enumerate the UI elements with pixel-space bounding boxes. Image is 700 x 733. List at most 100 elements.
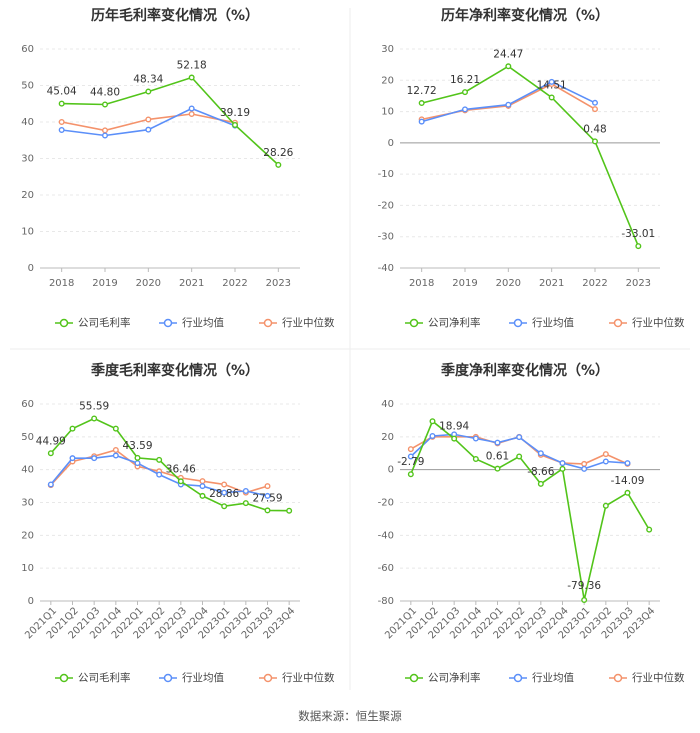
- data-point: [559, 460, 566, 467]
- legend-swatch-marker: [59, 673, 69, 683]
- data-point: [264, 483, 271, 490]
- data-point: [199, 478, 206, 485]
- data-point: [145, 126, 152, 133]
- data-point: [91, 415, 98, 422]
- legend-swatch-marker: [59, 318, 69, 328]
- data-label: 18.94: [439, 421, 469, 433]
- data-label: 55.59: [79, 400, 109, 412]
- data-label: 0.48: [583, 123, 606, 135]
- x-tick-label: 2019: [452, 278, 477, 289]
- legend-label: 行业均值: [182, 316, 224, 329]
- data-label: 43.59: [122, 440, 152, 452]
- data-point: [581, 460, 588, 467]
- y-tick-label: 20: [381, 75, 394, 86]
- data-point: [199, 483, 206, 490]
- data-point: [264, 492, 271, 499]
- legend-label: 行业均值: [532, 316, 574, 329]
- legend-swatch-marker: [613, 318, 623, 328]
- data-point: [462, 106, 469, 113]
- data-point: [177, 478, 184, 485]
- data-point: [47, 450, 54, 457]
- y-tick-label: -80: [378, 596, 394, 607]
- x-tick-label: 2021: [179, 278, 204, 289]
- data-point: [69, 425, 76, 432]
- data-point: [505, 63, 512, 70]
- legend-item-industry-median: 行业中位数: [259, 671, 335, 684]
- legend-swatch-marker: [409, 318, 419, 328]
- chart-title: 季度毛利率变化情况（%）: [90, 362, 259, 379]
- x-tick-label: 2020: [136, 278, 161, 289]
- data-point: [156, 471, 163, 478]
- data-point: [451, 435, 458, 442]
- data-point: [264, 507, 271, 514]
- data-point: [134, 454, 141, 461]
- data-point: [548, 78, 555, 85]
- data-point: [112, 446, 119, 453]
- data-point: [145, 116, 152, 123]
- y-tick-label: -40: [378, 263, 394, 274]
- data-label: -33.01: [621, 228, 655, 240]
- y-tick-label: 30: [21, 498, 34, 509]
- data-point: [407, 453, 414, 460]
- y-tick-label: 60: [21, 44, 34, 55]
- data-label: 45.04: [47, 86, 77, 98]
- y-tick-label: 50: [21, 81, 34, 92]
- data-point: [145, 88, 152, 95]
- y-tick-label: -20: [378, 498, 394, 509]
- data-point: [548, 94, 555, 101]
- y-tick-label: -30: [378, 232, 394, 243]
- data-point: [429, 433, 436, 440]
- data-point: [156, 456, 163, 463]
- legend-label: 行业中位数: [282, 671, 335, 684]
- data-point: [275, 161, 282, 168]
- data-label: 12.72: [407, 85, 437, 97]
- data-label: 44.99: [36, 435, 66, 447]
- y-tick-label: 40: [21, 117, 34, 128]
- data-point: [58, 100, 65, 107]
- legend-label: 行业中位数: [632, 671, 685, 684]
- x-tick-label: 2018: [49, 278, 74, 289]
- data-point: [505, 101, 512, 108]
- data-point: [188, 105, 195, 112]
- data-point: [602, 458, 609, 465]
- data-point: [231, 121, 238, 128]
- legend-label: 公司毛利率: [78, 671, 131, 684]
- data-point: [221, 489, 228, 496]
- data-point: [188, 110, 195, 117]
- legend-swatch-marker: [263, 673, 273, 683]
- data-point: [462, 89, 469, 96]
- chart-title: 季度净利率变化情况（%）: [440, 362, 609, 379]
- chart-panel-1: 历年毛利率变化情况（%） 0 10 20 30 40 50 60 2018 2019 2020 202…: [21, 7, 335, 329]
- legend-label: 公司净利率: [428, 316, 481, 329]
- data-point: [602, 451, 609, 458]
- series-line-company: [61, 76, 279, 166]
- chart-panel-4: 季度净利率变化情况（%）-80-60-40-20020402021Q12021Q…: [378, 362, 685, 684]
- data-point: [494, 465, 501, 472]
- y-tick-label: 20: [21, 190, 34, 201]
- legend-label: 行业中位数: [632, 316, 685, 329]
- legend-item-company: 公司净利率: [405, 671, 481, 684]
- data-label: 48.34: [133, 74, 163, 86]
- chart-title: 历年毛利率变化情况（%）: [91, 7, 259, 24]
- legend-item-industry-avg: 行业均值: [159, 316, 224, 329]
- legend-label: 公司毛利率: [78, 316, 131, 329]
- data-point: [58, 118, 65, 125]
- data-point: [537, 450, 544, 457]
- data-point: [472, 455, 479, 462]
- y-tick-label: 30: [21, 154, 34, 165]
- data-point: [112, 452, 119, 459]
- legend-item-industry-avg: 行业均值: [159, 671, 224, 684]
- data-point: [635, 243, 642, 250]
- data-label: 44.80: [90, 86, 120, 98]
- series-line-company: [50, 417, 290, 512]
- y-tick-label: 0: [388, 138, 394, 149]
- data-point: [418, 100, 425, 107]
- y-tick-label: -60: [378, 563, 394, 574]
- data-label: -14.09: [611, 475, 645, 487]
- data-point: [101, 101, 108, 108]
- data-point: [112, 425, 119, 432]
- x-tick-label: 2023: [266, 278, 291, 289]
- y-tick-label: 20: [21, 530, 34, 541]
- data-label: 24.47: [493, 48, 523, 60]
